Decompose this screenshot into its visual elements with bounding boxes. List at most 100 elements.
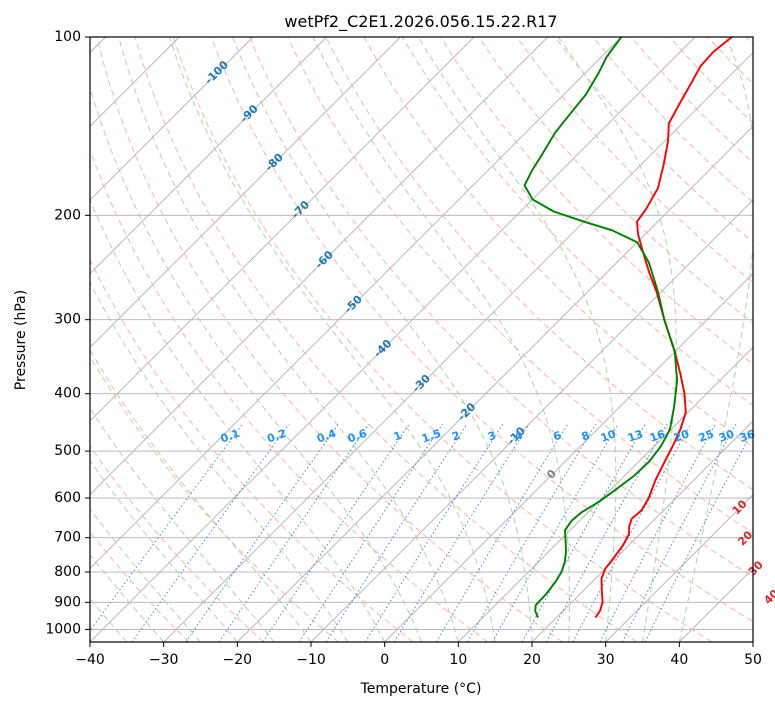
dewpoint-profile-line: [523, 37, 679, 618]
moist-adiabat-line: [90, 508, 201, 642]
moist-adiabat-line: [678, 37, 753, 642]
moist-adiabat-line: [90, 349, 312, 642]
x-tick-label: −20: [223, 652, 253, 668]
moist-adiabat-line: [90, 598, 128, 642]
y-tick-label: 200: [54, 207, 81, 223]
dry-adiabat-line: [516, 37, 753, 284]
moist-adiabat-label: 40: [761, 587, 775, 607]
background-lines: [90, 37, 753, 642]
x-tick-label: 30: [597, 652, 615, 668]
dry-adiabat-line: [249, 37, 753, 578]
y-tick-label: 600: [54, 490, 81, 506]
x-tick-label: −40: [75, 652, 105, 668]
mixing-ratio-label: 6: [551, 429, 563, 444]
dry-adiabat-line: [90, 445, 264, 642]
mixing-ratio-line: [521, 423, 646, 642]
mixing-ratio-label: 0.1: [219, 427, 242, 446]
mixing-ratio-line: [545, 423, 668, 642]
moist-adiabat-line: [558, 37, 677, 642]
isotherm-line: [531, 420, 753, 642]
dry-adiabat-line: [96, 37, 563, 642]
x-tick-label: −10: [296, 652, 326, 668]
isotherm-line: [90, 37, 696, 642]
mixing-ratio-line: [364, 423, 504, 642]
isotherm-line: [605, 494, 753, 642]
isotherm-line: [90, 37, 327, 275]
isotherm-line: [90, 37, 622, 569]
isotherm-line: [90, 37, 475, 422]
mixing-ratio-label: 1.5: [420, 427, 443, 446]
isotherm-line: [90, 37, 254, 201]
y-tick-label: 700: [54, 530, 81, 546]
y-axis: 100 200 300 400 500 600 700 800 900 1000: [45, 29, 90, 637]
moist-adiabat-line: [417, 37, 617, 642]
mixing-ratio-label: 36: [738, 427, 757, 445]
moist-adiabat-line: [118, 37, 459, 642]
y-tick-label: 1000: [45, 621, 81, 637]
y-tick-label: 900: [54, 594, 81, 610]
isotherm-line: [752, 641, 753, 642]
y-tick-label: 400: [54, 386, 81, 402]
plot-area: [90, 37, 753, 642]
mixing-ratio-label: 0.6: [346, 427, 369, 446]
mixing-ratio-line: [572, 423, 692, 642]
mixing-ratio-label: 25: [697, 427, 716, 444]
mixing-ratio-line: [218, 423, 370, 642]
mixing-ratio-label: 13: [626, 427, 645, 444]
dry-adiabat-line: [90, 355, 339, 642]
moist-adiabat-line: [168, 37, 496, 642]
x-tick-label: 50: [744, 652, 762, 668]
mixing-ratio-line: [435, 423, 569, 642]
isotherm-line: [90, 37, 548, 496]
dry-adiabat-line: [172, 37, 712, 642]
y-tick-label: 100: [54, 29, 81, 45]
mixing-ratio-line: [185, 423, 340, 642]
dry-adiabat-line: [90, 258, 414, 642]
isotherm-line: [310, 199, 753, 642]
y-tick-label: 800: [54, 564, 81, 580]
mixing-ratio-label: 16: [648, 427, 667, 445]
dry-adiabat-line: [325, 37, 753, 491]
x-tick-label: −30: [149, 652, 179, 668]
mixing-ratio-label: 4: [513, 429, 525, 444]
x-tick-label: 40: [670, 652, 688, 668]
mixing-ratio-label: 2: [450, 429, 462, 444]
dry-adiabat-line: [210, 37, 753, 623]
data-series: [523, 37, 733, 619]
mixing-ratio-line: [262, 423, 410, 642]
moist-adiabat-line: [90, 459, 238, 642]
mixing-ratio-label: 10: [599, 427, 618, 445]
isotherm-line: [237, 125, 753, 642]
mixing-ratio-label: 0.4: [315, 427, 338, 446]
mixing-ratio-line: [131, 423, 290, 642]
temperature-profile-line: [594, 37, 733, 619]
moist-adiabat-line: [90, 554, 165, 642]
x-axis-label: Temperature (°C): [360, 681, 482, 697]
mixing-ratio-line: [621, 423, 737, 642]
y-tick-label: 300: [54, 312, 81, 328]
plot-frame: [89, 36, 754, 643]
dry-adiabat-line: [287, 37, 753, 534]
isotherm-line: [384, 273, 753, 642]
mixing-ratio-label: 1: [392, 429, 404, 444]
moist-adiabat-line: [90, 85, 422, 642]
mixing-ratio-label: 0.2: [265, 427, 288, 446]
moist-adiabat-line: [90, 407, 275, 642]
x-tick-label: 10: [449, 652, 467, 668]
mixing-ratio-label: 20: [672, 427, 691, 445]
x-tick-label: 20: [523, 652, 541, 668]
mixing-ratio-label: 30: [717, 427, 736, 445]
mixing-ratio-line: [393, 423, 530, 642]
isotherm-line: [458, 346, 753, 642]
moist-adiabat-line: [312, 37, 570, 642]
dry-adiabat-line: [134, 37, 638, 642]
y-tick-label: 500: [54, 443, 81, 459]
mixing-ratio-label: 3: [486, 429, 498, 444]
moist-adiabat-line: [231, 37, 533, 642]
y-axis-label: Pressure (hPa): [13, 290, 29, 390]
x-axis: −40 −30 −20 −10 0 10 20 30 40 50: [75, 642, 762, 668]
mixing-ratio-label: 8: [580, 429, 592, 444]
mixing-ratio-line: [599, 423, 716, 642]
x-tick-label: 0: [380, 652, 389, 668]
